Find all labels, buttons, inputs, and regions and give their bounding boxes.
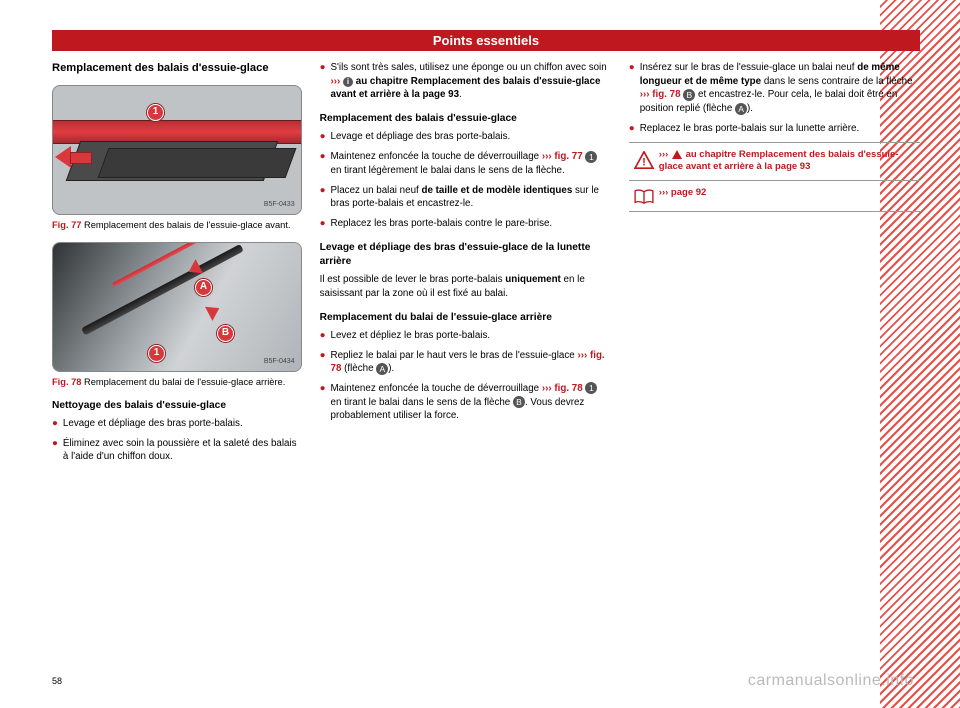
column-1: Remplacement des balais d'essuie-glace 1… bbox=[52, 61, 302, 470]
bullet-text: Insérez sur le bras de l'essuie-glace un… bbox=[640, 61, 920, 116]
bullet-text: Replacez le bras porte-balais sur la lun… bbox=[640, 122, 859, 136]
bullet: ●Éliminez avec soin la poussière et la s… bbox=[52, 437, 302, 464]
fig77-arrow bbox=[55, 146, 97, 168]
bullet-text: Levez et dépliez le bras porte-balais. bbox=[331, 329, 491, 343]
bullet-text: S'ils sont très sales, utilisez une épon… bbox=[331, 61, 611, 102]
info-icon: i bbox=[343, 77, 353, 87]
columns: Remplacement des balais d'essuie-glace 1… bbox=[52, 61, 920, 470]
fig78-badge-b: B bbox=[217, 325, 234, 342]
note-text: ››› au chapitre Remplacement des balais … bbox=[659, 149, 920, 175]
column-2: ● S'ils sont très sales, utilisez une ép… bbox=[320, 61, 611, 470]
fig78-imgnum: B5F-0434 bbox=[264, 357, 295, 367]
bullet-text: Placez un balai neuf de taille et de mod… bbox=[331, 184, 611, 211]
bullet-text: Éliminez avec soin la poussière et la sa… bbox=[63, 437, 302, 464]
bullet: ● Maintenez enfoncée la touche de déverr… bbox=[320, 150, 611, 177]
note-table: ! ››› au chapitre Remplacement des balai… bbox=[629, 142, 920, 213]
note-row-book: ››› page 92 bbox=[629, 180, 920, 212]
fig77-label: Fig. 77 bbox=[52, 220, 81, 230]
fig77-imgnum: B5F-0433 bbox=[264, 200, 295, 210]
bullet: ● Placez un balai neuf de taille et de m… bbox=[320, 184, 611, 211]
fig77-badge-1: 1 bbox=[147, 104, 164, 121]
bullet-text: Maintenez enfoncée la touche de déverrou… bbox=[331, 382, 611, 423]
subhead-rear-replace: Remplacement du balai de l'essuie-glace … bbox=[320, 311, 611, 325]
fig78-badge-a: A bbox=[195, 279, 212, 296]
section-heading: Remplacement des balais d'essuie-glace bbox=[52, 61, 302, 77]
badge-b: B bbox=[513, 396, 525, 408]
bullet-text: Levage et dépliage des bras porte-balais… bbox=[63, 417, 243, 431]
bullet: ●Replacez le bras porte-balais sur la lu… bbox=[629, 122, 920, 136]
bullet: ● Repliez le balai par le haut vers le b… bbox=[320, 349, 611, 376]
figure-78: A B 1 B5F-0434 bbox=[52, 242, 302, 372]
fig78-badge-1: 1 bbox=[148, 345, 165, 362]
paragraph: Il est possible de lever le bras porte-b… bbox=[320, 273, 611, 300]
fig78-text: Remplacement du balai de l'essuie-glace … bbox=[84, 377, 285, 387]
bullet: ●Replacez les bras porte-balais contre l… bbox=[320, 217, 611, 231]
badge-1: 1 bbox=[585, 151, 597, 163]
fig77-text: Remplacement des balais de l'essuie-glac… bbox=[84, 220, 290, 230]
page-number: 58 bbox=[52, 676, 62, 686]
watermark: carmanualsonline.info bbox=[748, 672, 914, 690]
badge-a: A bbox=[735, 103, 747, 115]
badge-b: B bbox=[683, 89, 695, 101]
subhead-replace: Remplacement des balais d'essuie-glace bbox=[320, 112, 611, 126]
page-title: Points essentiels bbox=[433, 33, 539, 48]
warning-icon-inline bbox=[672, 150, 682, 159]
bullet-text: Maintenez enfoncée la touche de déverrou… bbox=[331, 150, 611, 177]
subhead-cleaning: Nettoyage des balais d'essuie-glace bbox=[52, 399, 302, 413]
content-area: Points essentiels Remplacement des balai… bbox=[0, 0, 960, 708]
page-title-bar: Points essentiels bbox=[52, 30, 920, 51]
book-icon bbox=[629, 187, 659, 205]
figure-78-caption: Fig. 78 Remplacement du balai de l'essui… bbox=[52, 376, 302, 389]
warning-icon: ! bbox=[629, 149, 659, 169]
bullet: ●Levage et dépliage des bras porte-balai… bbox=[52, 417, 302, 431]
badge-a: A bbox=[376, 363, 388, 375]
column-3: ● Insérez sur le bras de l'essuie-glace … bbox=[629, 61, 920, 470]
page: Points essentiels Remplacement des balai… bbox=[0, 0, 960, 708]
fig78-label: Fig. 78 bbox=[52, 377, 81, 387]
bullet-text: Levage et dépliage des bras porte-balais… bbox=[331, 130, 511, 144]
fig77-wiper2 bbox=[98, 148, 297, 178]
subhead-rear-lift: Levage et dépliage des bras d'essuie-gla… bbox=[320, 241, 611, 270]
bullet: ●Levez et dépliez le bras porte-balais. bbox=[320, 329, 611, 343]
bullet-text: Repliez le balai par le haut vers le bra… bbox=[331, 349, 611, 376]
note-text: ››› page 92 bbox=[659, 187, 707, 200]
bullet: ● S'ils sont très sales, utilisez une ép… bbox=[320, 61, 611, 102]
note-row-warning: ! ››› au chapitre Remplacement des balai… bbox=[629, 142, 920, 181]
bullet: ●Levage et dépliage des bras porte-balai… bbox=[320, 130, 611, 144]
figure-77-caption: Fig. 77 Remplacement des balais de l'ess… bbox=[52, 219, 302, 232]
bullet-text: Replacez les bras porte-balais contre le… bbox=[331, 217, 553, 231]
figure-77: 1 B5F-0433 bbox=[52, 85, 302, 215]
bullet: ● Insérez sur le bras de l'essuie-glace … bbox=[629, 61, 920, 116]
badge-1: 1 bbox=[585, 382, 597, 394]
svg-text:!: ! bbox=[642, 156, 646, 168]
bullet: ● Maintenez enfoncée la touche de déverr… bbox=[320, 382, 611, 423]
fig78-glass bbox=[53, 243, 301, 371]
